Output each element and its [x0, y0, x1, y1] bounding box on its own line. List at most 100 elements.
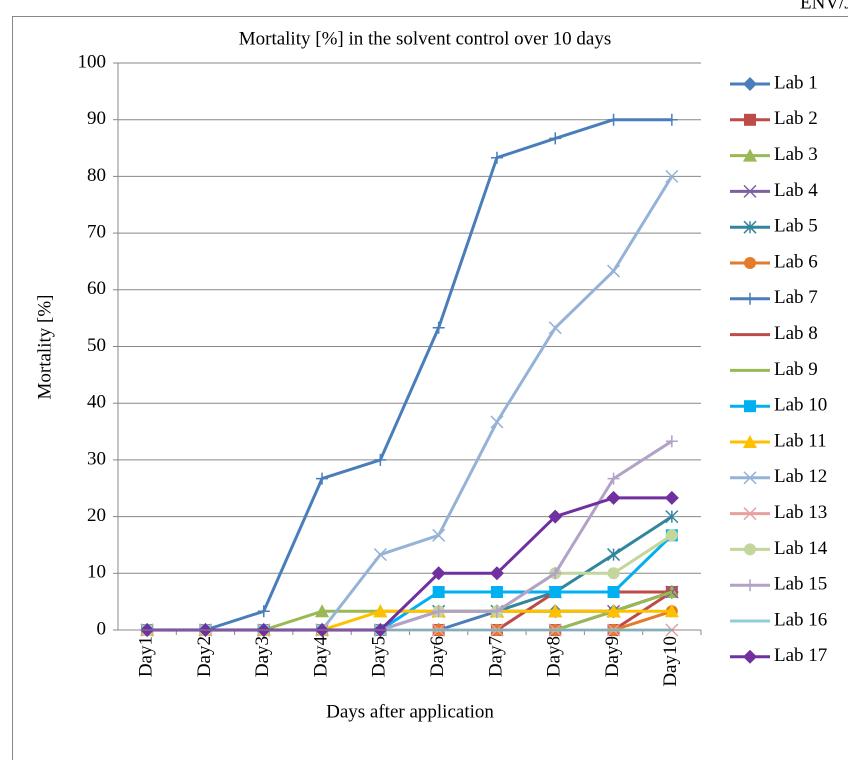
marker: [743, 77, 757, 91]
y-tick-label: 100: [78, 51, 107, 72]
x-tick-label: Day8: [544, 636, 565, 677]
legend-label: Lab 9: [774, 359, 818, 380]
x-tick-label: Day4: [310, 636, 331, 678]
legend-label: Lab 12: [774, 466, 827, 487]
marker: [743, 507, 757, 521]
x-tick-label: Day5: [369, 636, 390, 677]
legend-label: Lab 7: [774, 287, 818, 308]
y-tick-label: 30: [87, 448, 106, 469]
marker: [607, 113, 620, 126]
marker: [315, 604, 330, 618]
marker: [607, 586, 620, 599]
x-tick-label: Day10: [660, 636, 681, 687]
marker: [548, 321, 562, 335]
marker: [548, 509, 563, 524]
marker: [549, 132, 562, 145]
y-tick-label: 90: [87, 108, 106, 129]
x-tick-label: Day3: [252, 636, 273, 677]
y-tick-label: 60: [87, 278, 106, 299]
marker: [744, 543, 756, 556]
legend-label: Lab 1: [774, 72, 818, 93]
marker: [432, 321, 445, 334]
marker: [743, 435, 757, 448]
legend-label: Lab 11: [774, 430, 827, 451]
marker: [743, 184, 757, 198]
x-tick-label: Day9: [602, 636, 623, 677]
marker: [664, 490, 679, 505]
legend-label: Lab 13: [774, 502, 827, 523]
y-tick-label: 20: [87, 505, 106, 526]
marker: [665, 113, 678, 126]
marker: [607, 264, 621, 278]
marker: [665, 529, 678, 542]
marker: [743, 148, 757, 162]
x-tick-label: Day6: [427, 636, 448, 677]
marker: [744, 400, 756, 413]
marker: [489, 566, 504, 581]
marker: [432, 605, 445, 618]
marker: [664, 604, 679, 618]
legend-label: Lab 15: [774, 574, 827, 595]
marker: [744, 257, 756, 269]
marker: [257, 605, 270, 618]
marker: [373, 548, 387, 562]
marker: [548, 604, 563, 618]
marker: [373, 604, 388, 618]
marker: [432, 528, 446, 542]
legend-label: Lab 4: [774, 180, 818, 201]
y-tick-label: 10: [87, 562, 106, 583]
marker: [665, 510, 679, 524]
line: [147, 534, 673, 632]
x-axis-label: Days after application: [326, 701, 494, 722]
series: [141, 113, 678, 636]
chart-frame: [12, 16, 848, 760]
legend-label: Lab 5: [774, 216, 818, 237]
marker: [549, 586, 562, 599]
marker: [374, 453, 387, 466]
legend-label: Lab 10: [774, 395, 827, 416]
y-tick-label: 50: [87, 335, 106, 356]
marker: [606, 490, 621, 505]
marker: [431, 566, 446, 581]
legend-label: Lab 14: [774, 538, 828, 559]
marker: [606, 604, 621, 618]
header: ENV/JM: [800, 0, 848, 13]
marker: [743, 220, 757, 234]
marker: [607, 548, 621, 562]
x-tick-label: Day7: [485, 636, 506, 677]
marker: [665, 169, 679, 183]
y-tick-label: 40: [87, 392, 106, 413]
legend-label: Lab 16: [774, 609, 827, 630]
legend-label: Lab 3: [774, 144, 818, 165]
marker: [743, 471, 757, 485]
marker: [744, 292, 756, 305]
marker: [743, 649, 757, 664]
legend-label: Lab 17: [774, 645, 827, 666]
legend-label: Lab 6: [774, 251, 818, 272]
line: [147, 534, 673, 632]
marker: [549, 567, 562, 580]
line: [147, 118, 672, 632]
marker: [607, 567, 620, 580]
chart-title: Mortality [%] in the solvent control ove…: [239, 28, 612, 49]
marker: [665, 435, 678, 448]
marker: [490, 151, 503, 164]
marker: [607, 472, 620, 485]
marker: [432, 586, 445, 599]
series: [141, 435, 678, 636]
legend-label: Lab 2: [774, 108, 818, 129]
y-axis-label: Mortality [%]: [34, 294, 55, 399]
marker: [744, 579, 756, 592]
marker: [316, 472, 329, 485]
y-tick-label: 0: [97, 618, 107, 639]
x-tick-label: Day1: [136, 636, 157, 677]
x-tick-label: Day2: [194, 636, 215, 677]
marker: [744, 113, 756, 126]
y-tick-label: 80: [87, 165, 106, 186]
marker: [490, 586, 503, 599]
y-tick-label: 70: [87, 221, 106, 242]
marker: [490, 605, 503, 618]
marker: [490, 415, 504, 429]
legend-label: Lab 8: [774, 323, 818, 344]
